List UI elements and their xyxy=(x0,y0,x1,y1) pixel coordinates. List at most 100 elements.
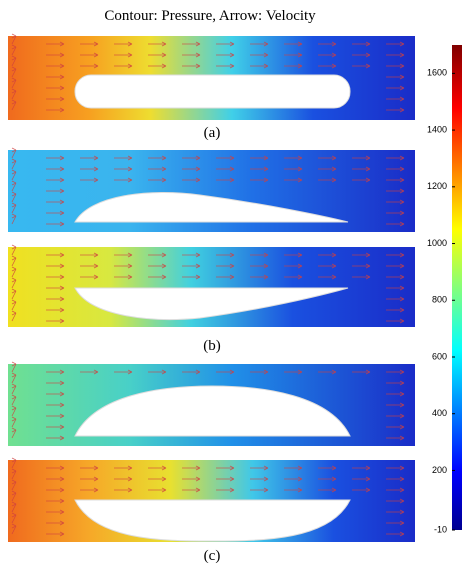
arrow xyxy=(80,263,99,269)
arrow xyxy=(182,252,201,258)
arrow xyxy=(46,199,65,205)
arrow xyxy=(114,487,133,493)
arrow xyxy=(182,41,201,47)
arrow xyxy=(11,213,17,225)
arrow xyxy=(114,274,133,280)
arrow xyxy=(46,402,65,408)
arrow xyxy=(148,252,167,258)
arrow xyxy=(148,52,167,58)
arrow xyxy=(250,476,269,482)
arrow xyxy=(284,476,303,482)
arrow xyxy=(216,63,235,69)
arrow xyxy=(11,202,17,214)
arrow xyxy=(386,413,405,419)
tick-label: 800 xyxy=(432,295,447,305)
arrow xyxy=(216,252,235,258)
arrow xyxy=(11,244,17,256)
arrow xyxy=(386,74,405,80)
arrow xyxy=(11,299,17,311)
arrow xyxy=(284,166,303,172)
arrow xyxy=(11,457,17,469)
arrow xyxy=(182,155,201,161)
arrow xyxy=(46,520,65,526)
arrow xyxy=(11,427,17,439)
arrow xyxy=(46,424,65,430)
arrow xyxy=(80,63,99,69)
body-shape xyxy=(74,191,349,223)
arrow xyxy=(216,369,235,375)
arrow xyxy=(284,63,303,69)
arrow xyxy=(11,191,17,203)
arrow xyxy=(318,63,337,69)
arrow xyxy=(114,177,133,183)
arrow xyxy=(148,155,167,161)
arrow xyxy=(216,476,235,482)
arrow xyxy=(11,77,17,89)
arrow xyxy=(386,188,405,194)
arrow xyxy=(318,476,337,482)
arrow xyxy=(11,158,17,170)
arrow xyxy=(46,74,65,80)
arrow xyxy=(46,41,65,47)
arrow xyxy=(11,501,17,513)
arrow xyxy=(46,188,65,194)
arrow xyxy=(46,52,65,58)
arrow xyxy=(284,155,303,161)
arrow xyxy=(46,435,65,441)
arrow xyxy=(11,372,17,384)
arrow xyxy=(11,180,17,192)
arrow xyxy=(182,369,201,375)
arrow xyxy=(11,33,17,45)
arrow xyxy=(386,177,405,183)
arrow xyxy=(148,274,167,280)
arrow xyxy=(46,296,65,302)
arrow xyxy=(148,465,167,471)
arrow xyxy=(11,66,17,78)
arrow xyxy=(318,166,337,172)
arrow xyxy=(386,391,405,397)
arrow xyxy=(148,166,167,172)
arrow xyxy=(11,288,17,300)
arrow xyxy=(318,177,337,183)
arrow xyxy=(11,277,17,289)
arrow xyxy=(182,263,201,269)
arrow xyxy=(250,52,269,58)
arrow xyxy=(318,487,337,493)
arrow xyxy=(46,285,65,291)
arrow xyxy=(148,263,167,269)
arrow xyxy=(386,63,405,69)
arrow xyxy=(182,274,201,280)
panel-label: (b) xyxy=(203,338,221,354)
arrow xyxy=(284,274,303,280)
arrow xyxy=(386,509,405,515)
arrow xyxy=(318,52,337,58)
arrow xyxy=(11,255,17,267)
arrow xyxy=(11,169,17,181)
arrow xyxy=(284,41,303,47)
arrow xyxy=(250,252,269,258)
arrow xyxy=(148,63,167,69)
arrow xyxy=(80,274,99,280)
arrow xyxy=(250,41,269,47)
arrow xyxy=(216,155,235,161)
tick-label: 400 xyxy=(432,408,447,418)
body-shape xyxy=(74,287,349,320)
arrow xyxy=(216,465,235,471)
arrow xyxy=(386,531,405,537)
body-shape xyxy=(74,74,351,109)
arrow xyxy=(352,52,371,58)
arrow xyxy=(11,416,17,428)
arrow xyxy=(216,52,235,58)
arrow xyxy=(114,52,133,58)
arrow xyxy=(318,465,337,471)
arrow xyxy=(386,369,405,375)
arrow xyxy=(216,177,235,183)
arrow xyxy=(216,487,235,493)
arrow xyxy=(11,405,17,417)
tick-label: 1400 xyxy=(427,124,447,134)
arrow xyxy=(46,166,65,172)
arrow xyxy=(114,41,133,47)
arrow xyxy=(250,465,269,471)
arrow xyxy=(352,274,371,280)
arrow xyxy=(11,99,17,111)
